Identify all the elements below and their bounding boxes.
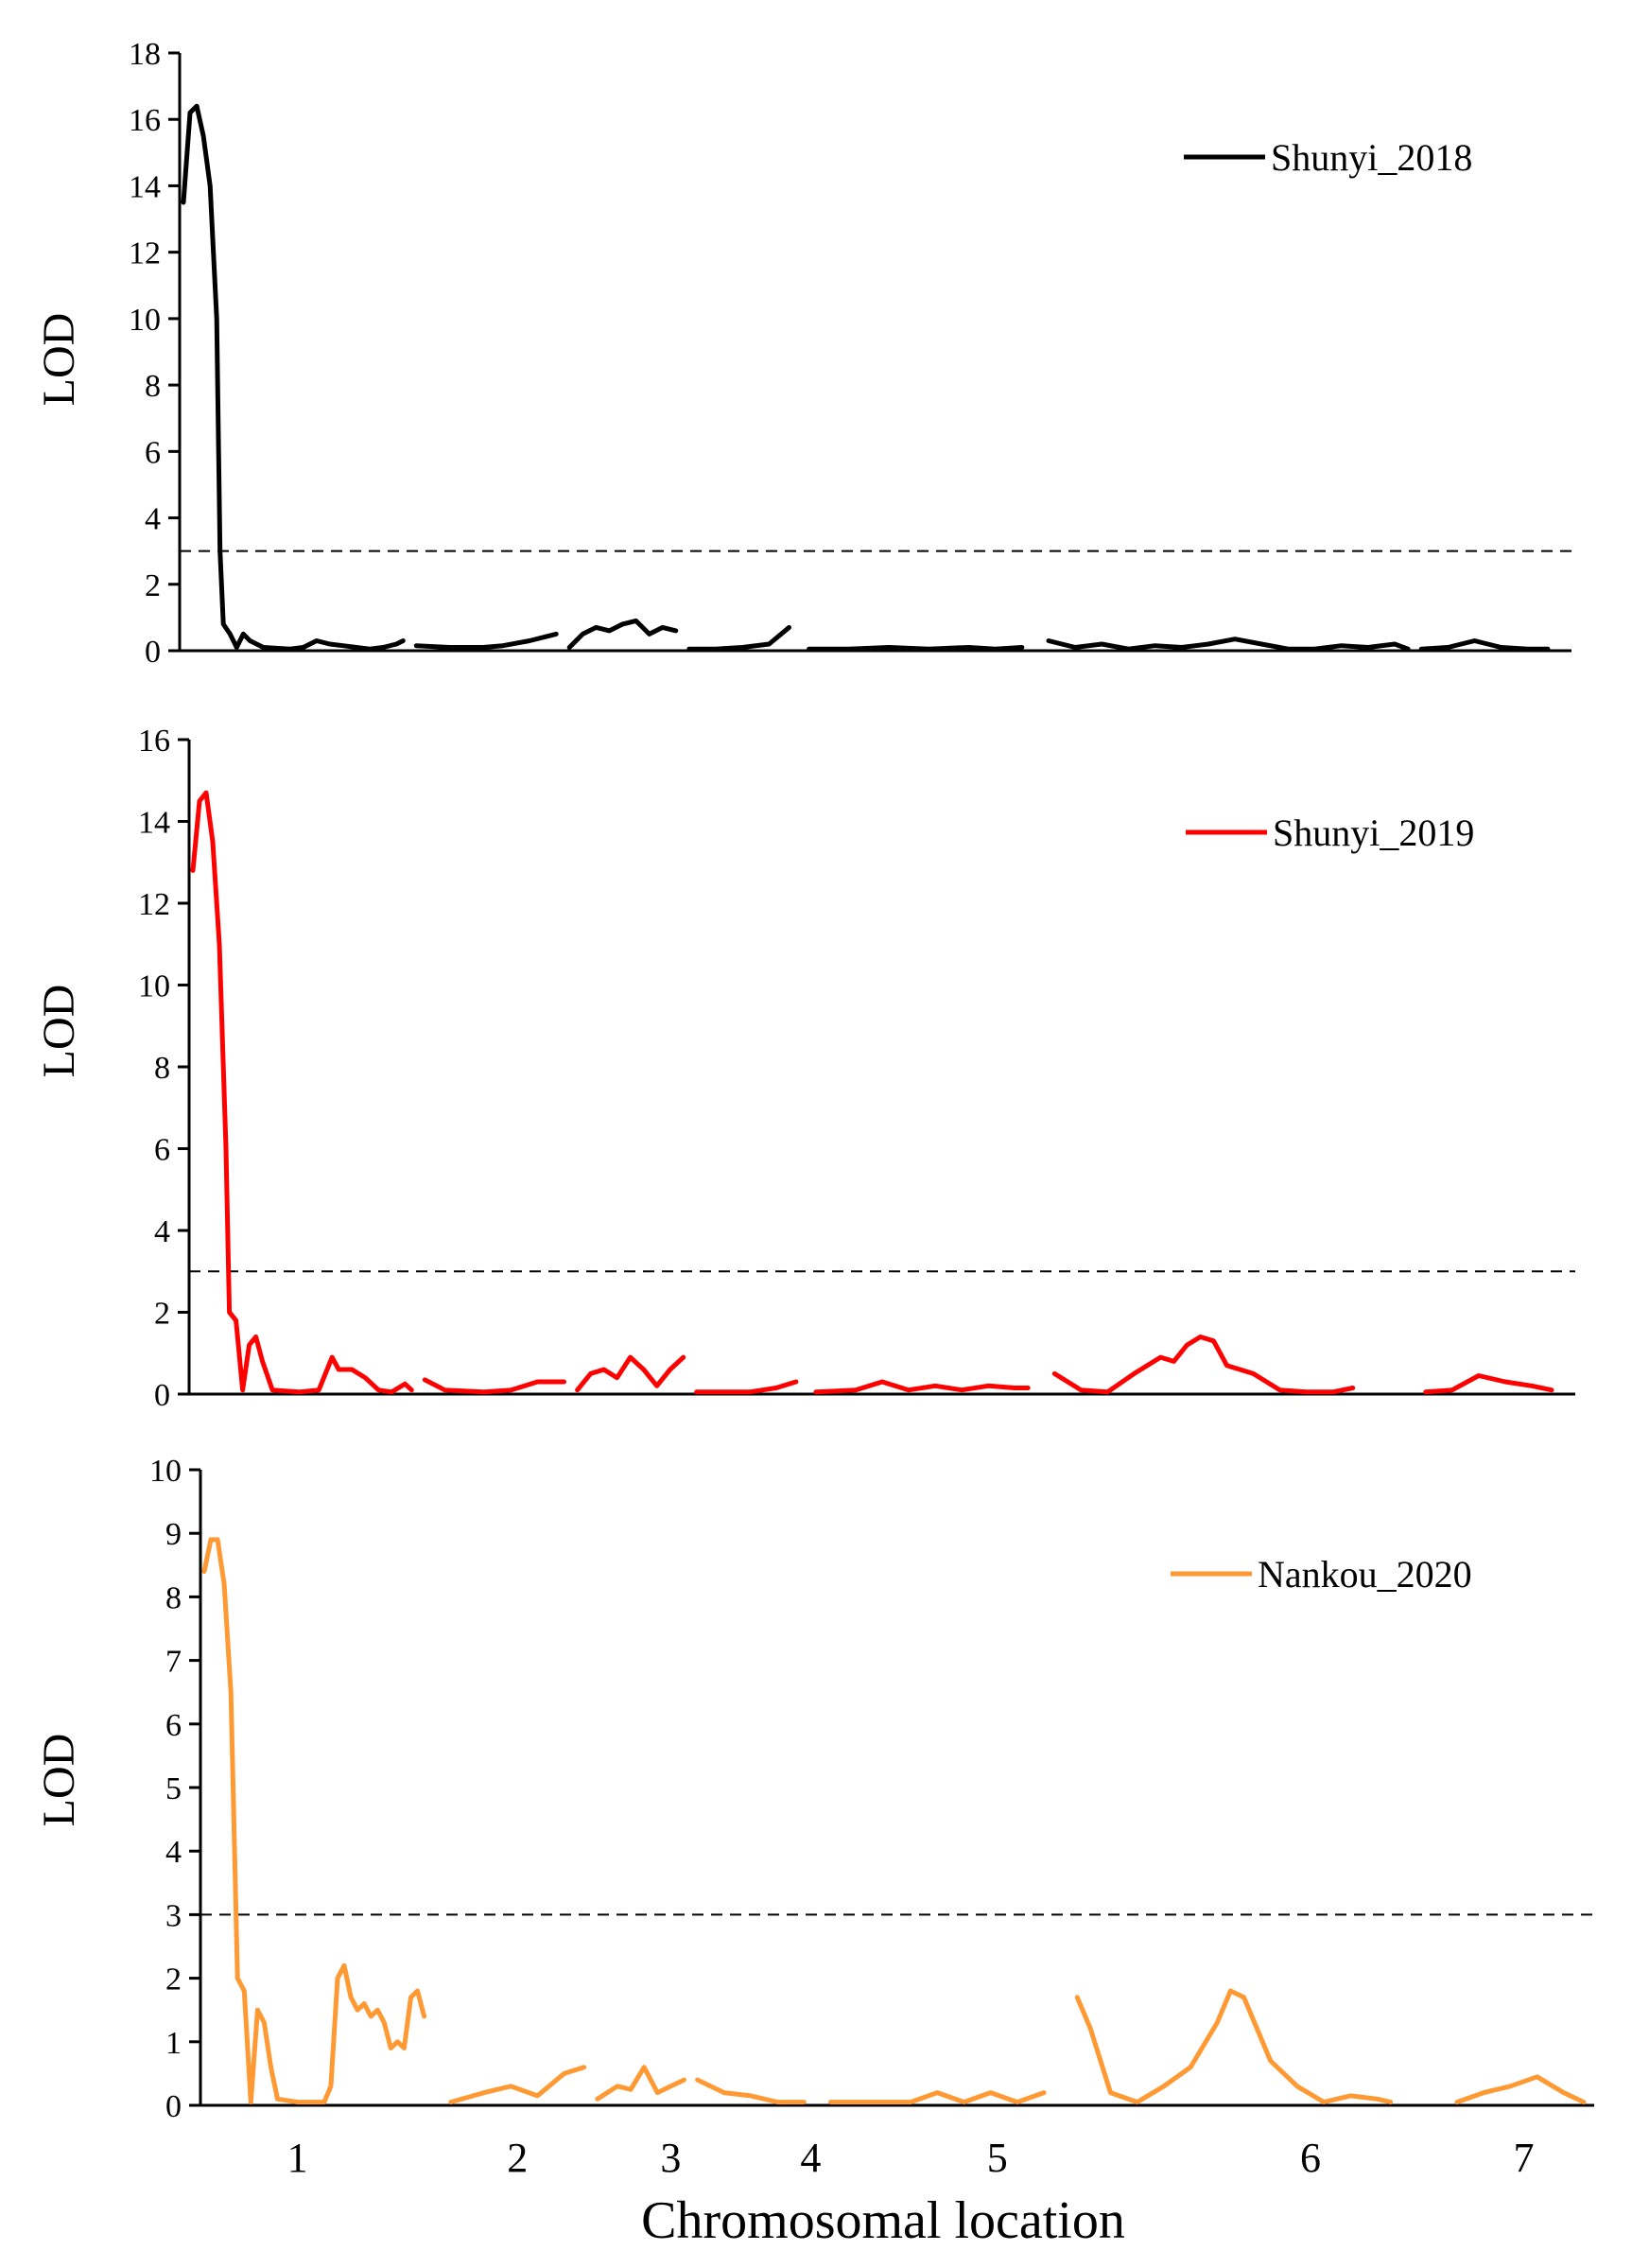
panel-nankou-2020: LOD 0 1 2 3 4 5 6 7 8 9 10 Nankou_2020 1 2 3 4 5 6 7 Chr… bbox=[34, 1454, 1594, 2250]
y-tick-label: 10 bbox=[129, 303, 161, 338]
legend-label: Nankou_2020 bbox=[1258, 1553, 1472, 1596]
y-tick-label: 10 bbox=[149, 1454, 182, 1489]
series-line-chr1 bbox=[201, 1537, 427, 2105]
x-tick-label: 1 bbox=[287, 2135, 308, 2181]
y-tick-label: 6 bbox=[154, 1133, 170, 1168]
legend: Shunyi_2019 bbox=[1186, 811, 1474, 854]
y-tick-label: 14 bbox=[129, 169, 161, 204]
y-axis-label: LOD bbox=[34, 985, 84, 1078]
y-tick-label: 2 bbox=[145, 568, 161, 603]
series-line-chr6 bbox=[1051, 1335, 1356, 1395]
y-axis-label: LOD bbox=[34, 313, 84, 407]
y-tick-label: 12 bbox=[129, 236, 161, 271]
y-tick-label: 1 bbox=[165, 2026, 182, 2061]
y-tick-label: 12 bbox=[138, 887, 170, 922]
y-tick-label: 5 bbox=[165, 1771, 182, 1806]
series-line-chr3 bbox=[566, 618, 679, 650]
y-tick-label: 8 bbox=[165, 1580, 182, 1615]
y-tick-label: 7 bbox=[165, 1645, 182, 1680]
y-tick-label: 4 bbox=[145, 502, 161, 537]
y-tick-label: 14 bbox=[138, 806, 170, 841]
series-line-chr1 bbox=[190, 790, 414, 1395]
y-tick-label: 3 bbox=[165, 1898, 182, 1933]
y-tick-label: 9 bbox=[165, 1517, 182, 1552]
x-tick-label: 3 bbox=[660, 2135, 681, 2181]
series-line-chr4 bbox=[695, 2077, 807, 2105]
legend: Shunyi_2018 bbox=[1184, 136, 1472, 179]
series-line-chr6 bbox=[1046, 637, 1411, 652]
y-tick-label: 18 bbox=[129, 37, 161, 72]
x-tick-label: 4 bbox=[800, 2135, 821, 2181]
y-axis-ticks: 0 2 4 6 8 10 12 14 16 bbox=[138, 724, 189, 1413]
series-line-chr5 bbox=[828, 2090, 1047, 2105]
panel-shunyi-2019: LOD 0 2 4 6 8 10 12 14 16 Shunyi_2019 bbox=[34, 724, 1575, 1413]
series-line-chr3 bbox=[575, 1354, 686, 1393]
y-tick-label: 4 bbox=[154, 1214, 170, 1249]
y-tick-label: 4 bbox=[165, 1835, 182, 1870]
series-lines bbox=[201, 1537, 1587, 2105]
series-line-chr3 bbox=[595, 2065, 686, 2102]
legend: Nankou_2020 bbox=[1171, 1553, 1472, 1596]
series-lines bbox=[181, 103, 1551, 652]
series-line-chr4 bbox=[686, 624, 791, 652]
series-line-chr5 bbox=[813, 1379, 1031, 1395]
x-axis-chromosome-labels: 1 2 3 4 5 6 7 bbox=[287, 2135, 1535, 2181]
series-line-chr7 bbox=[1454, 2074, 1587, 2105]
series-lines bbox=[190, 790, 1554, 1395]
y-tick-label: 10 bbox=[138, 969, 170, 1004]
y-tick-label: 6 bbox=[145, 435, 161, 470]
x-axis-label: Chromosomal location bbox=[641, 2191, 1125, 2250]
series-line-chr1 bbox=[181, 103, 406, 652]
y-axis-label: LOD bbox=[34, 1734, 84, 1827]
series-line-chr5 bbox=[807, 645, 1025, 652]
y-tick-label: 8 bbox=[154, 1051, 170, 1086]
series-line-chr4 bbox=[694, 1379, 799, 1395]
y-tick-label: 6 bbox=[165, 1708, 182, 1743]
legend-label: Shunyi_2019 bbox=[1273, 811, 1474, 854]
y-tick-label: 8 bbox=[145, 369, 161, 404]
y-tick-label: 16 bbox=[129, 103, 161, 138]
panel-shunyi-2018: LOD 0 2 4 6 8 10 12 14 16 18 Shunyi_2018 bbox=[34, 37, 1571, 670]
y-tick-label: 0 bbox=[165, 2089, 182, 2124]
x-tick-label: 6 bbox=[1300, 2135, 1321, 2181]
y-tick-label: 0 bbox=[145, 635, 161, 670]
series-line-chr2 bbox=[422, 1377, 566, 1395]
legend-label: Shunyi_2018 bbox=[1271, 136, 1472, 179]
x-tick-label: 2 bbox=[507, 2135, 528, 2181]
x-tick-label: 7 bbox=[1514, 2135, 1535, 2181]
y-tick-label: 0 bbox=[154, 1378, 170, 1413]
x-tick-label: 5 bbox=[987, 2135, 1008, 2181]
series-line-chr7 bbox=[1423, 1373, 1554, 1395]
series-line-chr2 bbox=[448, 2065, 587, 2105]
y-axis-ticks: 0 2 4 6 8 10 12 14 16 18 bbox=[129, 37, 180, 670]
y-tick-label: 2 bbox=[154, 1297, 170, 1332]
series-line-chr2 bbox=[413, 631, 559, 650]
y-tick-label: 16 bbox=[138, 724, 170, 759]
y-axis-ticks: 0 1 2 3 4 5 6 7 8 9 10 bbox=[149, 1454, 200, 2124]
series-line-chr6 bbox=[1074, 1988, 1394, 2105]
y-tick-label: 2 bbox=[165, 1963, 182, 1998]
series-line-chr7 bbox=[1418, 638, 1551, 652]
